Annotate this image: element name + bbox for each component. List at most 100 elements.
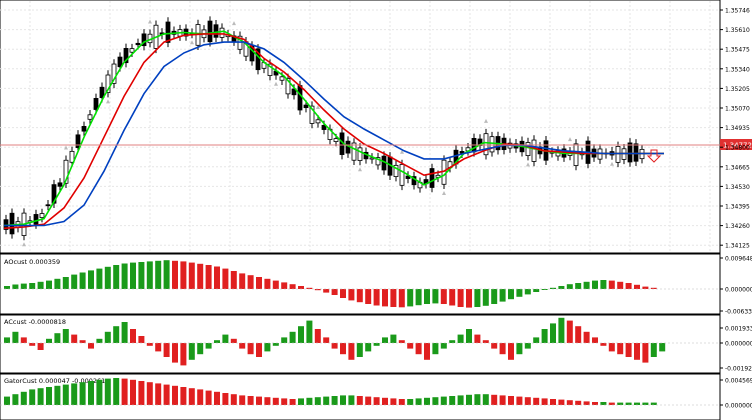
histogram-bar xyxy=(214,266,220,289)
histogram-bar xyxy=(575,326,582,343)
histogram-bar xyxy=(222,268,229,289)
histogram-bar xyxy=(466,394,472,405)
histogram-bar xyxy=(12,331,19,343)
histogram-bar xyxy=(323,396,330,405)
histogram-bar xyxy=(4,337,10,343)
candle-body xyxy=(429,168,435,188)
histogram-bar xyxy=(281,282,288,289)
histogram-bar xyxy=(566,284,573,289)
histogram-bar xyxy=(230,394,237,405)
ac-indicator-label: ACcust -0.0000818 xyxy=(4,318,66,326)
histogram-bar xyxy=(272,397,279,405)
axis-tick-label: 0.000000 xyxy=(725,341,752,348)
histogram-bar xyxy=(37,281,44,289)
histogram-bar xyxy=(54,278,61,289)
fractal-icon xyxy=(232,21,236,26)
histogram-bar xyxy=(155,383,162,405)
histogram-bar xyxy=(533,289,540,292)
fractal-icon xyxy=(358,167,362,172)
histogram-bar xyxy=(407,343,414,349)
price-tick-label: 1.34125 xyxy=(725,243,750,250)
candle-body xyxy=(573,143,579,166)
candle-body xyxy=(315,119,321,124)
histogram-bar xyxy=(491,394,498,405)
candle-body xyxy=(9,212,15,235)
histogram-bar xyxy=(390,334,397,343)
histogram-bar xyxy=(382,337,388,343)
histogram-bar xyxy=(62,384,69,405)
histogram-bar xyxy=(625,402,632,405)
histogram-bar xyxy=(188,262,195,289)
price-tick-label: 1.35746 xyxy=(725,8,750,15)
jaw-line xyxy=(4,41,664,227)
candle-body xyxy=(63,159,69,184)
histogram-bar xyxy=(298,326,304,343)
histogram-bar xyxy=(104,378,111,405)
price-tick-label: 1.34665 xyxy=(725,164,750,171)
histogram-bar xyxy=(272,343,279,346)
price-tick-label: 1.34800 xyxy=(725,145,750,152)
histogram-bar xyxy=(508,396,514,405)
histogram-bar xyxy=(71,274,78,289)
histogram-bar xyxy=(88,343,94,349)
histogram-bar xyxy=(197,389,204,405)
histogram-bar xyxy=(323,337,330,343)
histogram-bar xyxy=(222,393,229,405)
histogram-bar xyxy=(155,260,162,289)
histogram-bar xyxy=(356,343,363,357)
histogram-bar xyxy=(558,399,565,405)
histogram-bar xyxy=(550,323,556,343)
candle-body xyxy=(141,33,147,47)
histogram-bar xyxy=(130,379,136,405)
current-price-label: 1.34772 xyxy=(723,142,752,150)
price-tick-label: 1.35070 xyxy=(725,106,750,113)
histogram-bar xyxy=(382,397,388,405)
candle-body xyxy=(459,151,465,154)
histogram-bar xyxy=(256,277,262,289)
fractal-icon xyxy=(610,161,614,166)
histogram-bar xyxy=(650,287,657,289)
candle-body xyxy=(285,78,291,95)
ao-panel[interactable] xyxy=(0,253,721,315)
histogram-bar xyxy=(239,273,246,289)
histogram-bar xyxy=(172,260,178,289)
candle-body xyxy=(357,147,363,161)
histogram-bar xyxy=(533,337,540,343)
candle-body xyxy=(45,204,51,207)
histogram-bar xyxy=(608,343,615,352)
histogram-bar xyxy=(373,397,380,405)
histogram-bar xyxy=(407,399,414,405)
histogram-bar xyxy=(440,343,447,349)
histogram-bar xyxy=(508,343,514,360)
histogram-bar xyxy=(457,334,464,343)
candle-body xyxy=(219,27,225,38)
histogram-bar xyxy=(583,401,590,405)
histogram-bar xyxy=(197,343,204,355)
histogram-bar xyxy=(256,343,262,357)
candle-body xyxy=(129,48,135,53)
histogram-bar xyxy=(440,396,447,405)
candle-body xyxy=(39,213,45,218)
histogram-bar xyxy=(499,289,506,302)
histogram-bar xyxy=(146,343,153,346)
histogram-bar xyxy=(608,280,615,289)
histogram-bar xyxy=(592,280,598,289)
histogram-bar xyxy=(524,289,531,295)
histogram-bar xyxy=(398,399,405,405)
candle-body xyxy=(87,114,93,120)
histogram-bar xyxy=(163,260,170,289)
histogram-bar xyxy=(205,265,212,289)
price-tick-label: 1.34935 xyxy=(725,125,750,132)
histogram-bar xyxy=(205,390,212,405)
histogram-bar xyxy=(558,317,565,343)
histogram-bar xyxy=(356,289,363,303)
histogram-bar xyxy=(256,396,262,405)
histogram-bar xyxy=(188,388,195,405)
histogram-bar xyxy=(180,387,187,405)
histogram-bar xyxy=(96,338,103,343)
axis-tick-label: 0.004569 xyxy=(725,378,752,385)
histogram-bar xyxy=(88,381,94,405)
histogram-bar xyxy=(121,263,128,289)
